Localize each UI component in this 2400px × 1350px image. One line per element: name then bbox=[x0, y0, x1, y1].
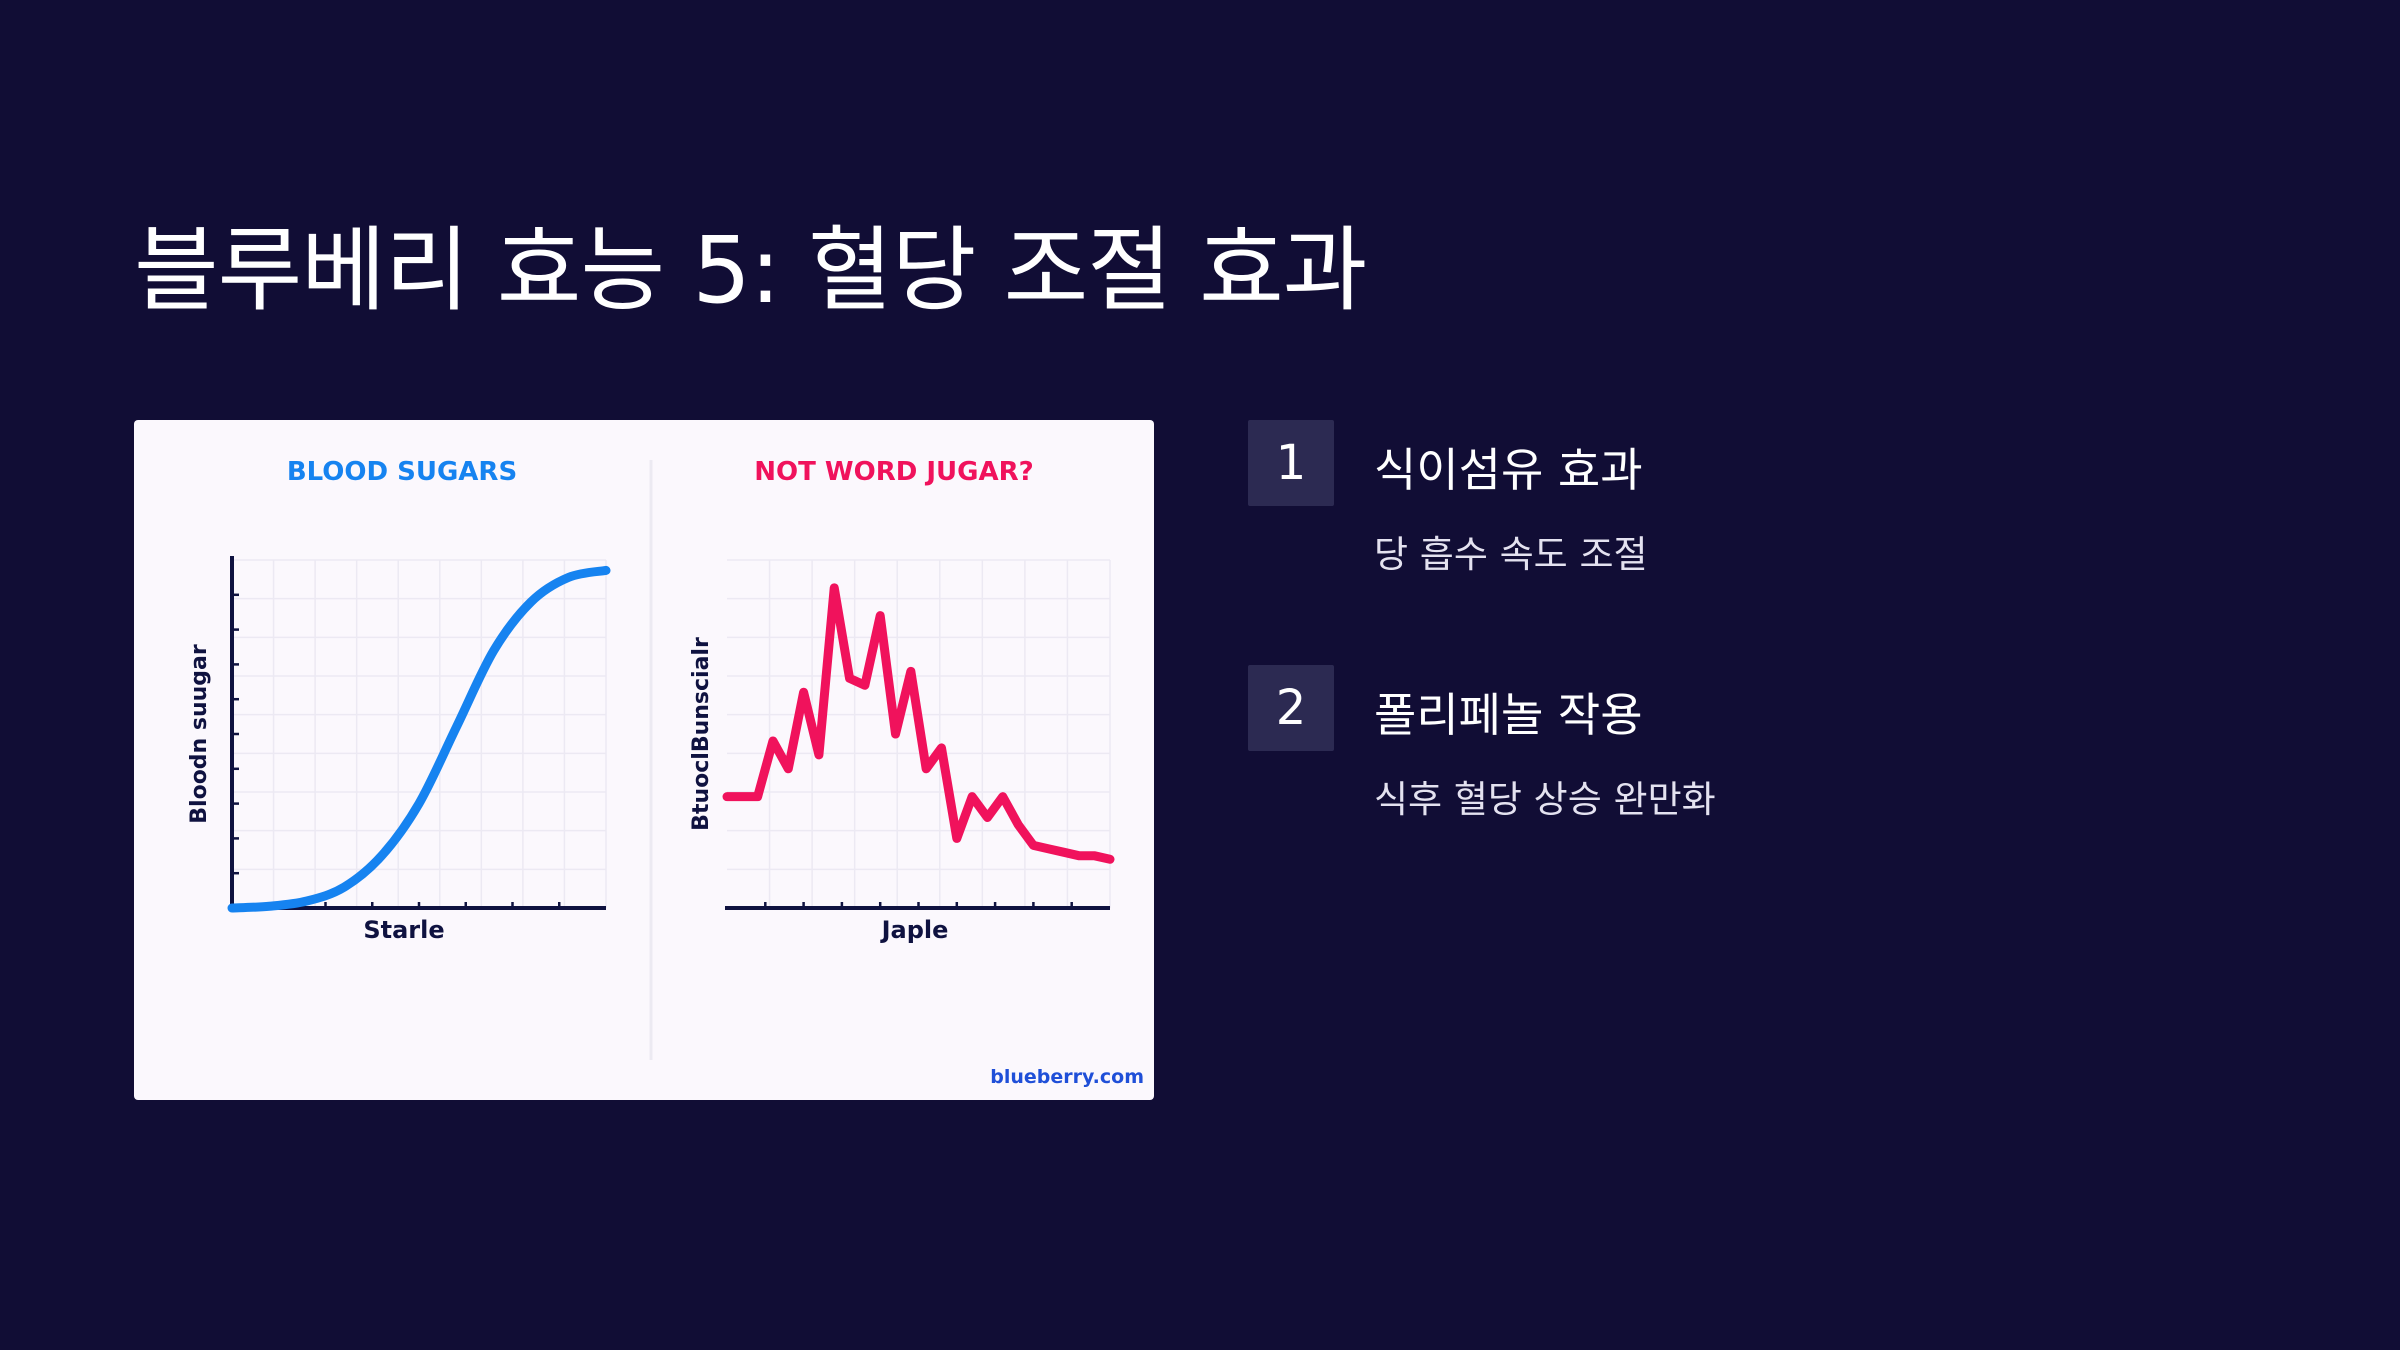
blood-sugar-figure: BLOOD SUGARS NOT WORD JUGAR? Starle Japl… bbox=[134, 420, 1154, 1100]
left-chart-axes bbox=[230, 556, 606, 910]
feature-list: 1 식이섬유 효과 당 흡수 속도 조절 2 폴리페놀 작용 식후 혈당 상승 … bbox=[1248, 420, 2248, 910]
feature-number-badge: 2 bbox=[1248, 665, 1334, 751]
feature-number-badge: 1 bbox=[1248, 420, 1334, 506]
feature-title: 식이섬유 효과 bbox=[1374, 443, 1643, 497]
feature-title: 폴리페놀 작용 bbox=[1374, 688, 1643, 742]
right-chart-title: NOT WORD JUGAR? bbox=[754, 457, 1033, 487]
blood-sugar-charts: BLOOD SUGARS NOT WORD JUGAR? Starle Japl… bbox=[187, 457, 1144, 1088]
right-chart-xlabel: Japle bbox=[880, 916, 949, 944]
right-chart-series-line bbox=[722, 583, 1115, 864]
feature-description: 당 흡수 속도 조절 bbox=[1374, 533, 1648, 576]
right-chart-ylabel: BtuoclBunscialr bbox=[689, 637, 714, 831]
left-chart-title: BLOOD SUGARS bbox=[287, 457, 517, 487]
figure-watermark: blueberry.com bbox=[990, 1066, 1144, 1088]
feature-description: 식후 혈당 상승 완만화 bbox=[1374, 778, 1716, 821]
left-chart-grid bbox=[232, 559, 607, 908]
right-chart-grid bbox=[727, 559, 1111, 908]
feature-item-1: 1 식이섬유 효과 당 흡수 속도 조절 bbox=[1248, 420, 2248, 665]
left-chart-series-line bbox=[227, 565, 611, 913]
left-chart-ylabel: Bloodn suugar bbox=[187, 644, 212, 824]
left-chart-xlabel: Starle bbox=[363, 916, 444, 944]
feature-item-2: 2 폴리페놀 작용 식후 혈당 상승 완만화 bbox=[1248, 665, 2248, 910]
slide-title: 블루베리 효능 5: 혈당 조절 효과 bbox=[134, 217, 1367, 324]
right-chart-axes bbox=[725, 902, 1110, 910]
